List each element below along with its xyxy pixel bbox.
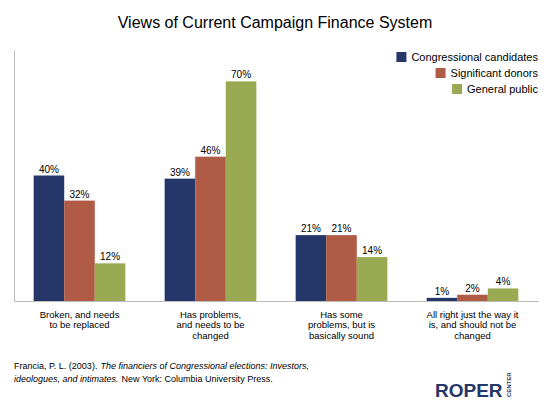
bar: [226, 81, 257, 301]
citation-part: Francia, P. L. (2003).: [14, 361, 97, 371]
x-tick: Has someproblems, but isbasically sound: [308, 309, 375, 342]
data-label: 12%: [100, 251, 120, 262]
citation-part: ideologues, and intimates.: [14, 374, 119, 384]
bar: [34, 176, 65, 302]
legend-item: Congressional candidates: [396, 51, 538, 63]
legend-label: Congressional candidates: [411, 51, 538, 63]
x-axis-line: [15, 301, 539, 302]
data-label: 39%: [170, 167, 190, 178]
legend-swatch: [452, 84, 462, 94]
x-tick-label: All right just the way itis, and should …: [427, 309, 519, 342]
x-tick-label: Has someproblems, but isbasically sound: [308, 309, 375, 342]
annotations: Francia, P. L. (2003).The financiers of …: [14, 361, 512, 401]
bar: [427, 298, 458, 301]
bar: [64, 201, 95, 301]
data-label: 32%: [69, 189, 89, 200]
data-label: 40%: [39, 164, 59, 175]
x-tick: Has problems,and needs to bechanged: [176, 309, 244, 342]
legend-label: General public: [467, 83, 538, 95]
bar: [488, 288, 519, 301]
x-axis: Broken, and needsto be replaced Has probl…: [15, 302, 539, 342]
data-label: 21%: [331, 223, 351, 234]
x-tick: All right just the way itis, and should …: [427, 309, 519, 342]
data-label: 2%: [465, 283, 480, 294]
x-tick: Broken, and needsto be replaced: [40, 309, 120, 331]
legend-item: Significant donors: [436, 67, 539, 79]
bar: [95, 263, 126, 301]
bars: [34, 81, 519, 301]
x-tick-label: Has problems,and needs to bechanged: [176, 309, 244, 342]
citation-part: New York: Columbia University Press.: [122, 374, 273, 384]
y-axis: [14, 51, 15, 302]
citation-part: The financiers of Congressional election…: [100, 361, 309, 371]
y-axis-line: [14, 51, 15, 302]
legend: Congressional candidates Significant dono…: [396, 51, 538, 95]
data-label: 70%: [231, 69, 251, 80]
legend-label: Significant donors: [451, 67, 539, 79]
x-tick-label: Broken, and needsto be replaced: [40, 309, 120, 331]
legend-swatch: [396, 52, 406, 62]
legend-swatch: [436, 68, 446, 78]
bar: [165, 179, 196, 301]
data-label: 21%: [301, 223, 321, 234]
bar: [457, 295, 488, 301]
plot: 40% 39% 21% 1% 32% 46% 21% 2% 12% 70% 14% 4% Broken,…: [15, 51, 539, 342]
bar: [357, 257, 388, 301]
bar: [296, 235, 327, 301]
bar: [195, 157, 226, 301]
logo: ROPER: [435, 380, 503, 401]
data-label: 4%: [496, 276, 511, 287]
data-label: 46%: [200, 145, 220, 156]
data-label: 14%: [362, 245, 382, 256]
citation: Francia, P. L. (2003).The financiers of …: [14, 361, 309, 384]
data-label: 1%: [435, 286, 450, 297]
logo-sub: CENTER: [506, 372, 512, 397]
chart: Views of Current Campaign Finance System…: [0, 0, 550, 413]
bar: [326, 235, 357, 301]
legend-item: General public: [452, 83, 538, 95]
data-labels: 40% 39% 21% 1% 32% 46% 21% 2% 12% 70% 14% 4%: [39, 69, 510, 296]
title: Views of Current Campaign Finance System: [118, 14, 433, 31]
